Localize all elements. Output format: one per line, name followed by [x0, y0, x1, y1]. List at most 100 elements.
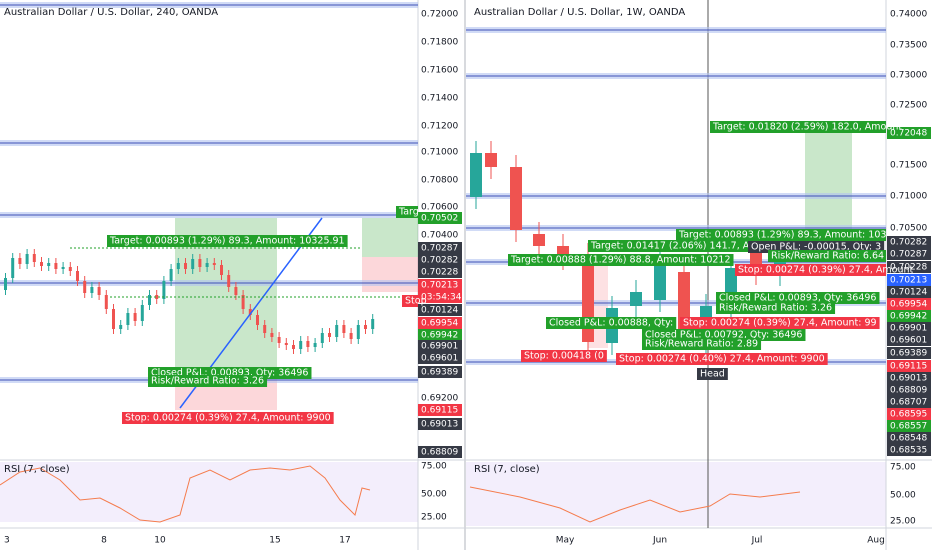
- position-zone: [805, 133, 852, 229]
- order-label: Stop: 0.00274 (0.39%) 27.4, Amount: [738, 265, 914, 276]
- price-label: 0.69115: [890, 362, 927, 372]
- order-label: Risk/Reward Ratio: 3.26: [719, 303, 832, 314]
- price-tag: [418, 329, 462, 341]
- price-label: 0.70213: [890, 276, 927, 286]
- price-tag: [418, 291, 462, 303]
- time-label: 8: [101, 536, 107, 546]
- rsi-tick: 50.00: [890, 491, 916, 501]
- price-tag: [887, 420, 931, 432]
- price-label: 0.70228: [890, 263, 927, 273]
- candle: [104, 295, 108, 309]
- price-tag: [887, 127, 931, 139]
- price-tag: [418, 404, 462, 416]
- time-label: 15: [269, 536, 280, 546]
- order-label: Target: 0.01820 (2.59%) 182.0, Amount: [712, 122, 902, 133]
- candle: [356, 325, 360, 339]
- candle: [630, 292, 642, 306]
- rsi-line: [469, 486, 801, 523]
- rsi-label: RSI (7, close): [4, 464, 70, 475]
- price-label: 0.69942: [890, 312, 927, 322]
- price-tag: [887, 444, 931, 456]
- price-label: 0.71400: [421, 94, 458, 104]
- price-label: 0.68809: [421, 448, 458, 458]
- price-tag: [887, 310, 931, 322]
- candle: [155, 295, 159, 299]
- order-box: [716, 292, 880, 304]
- price-tag: [887, 322, 931, 334]
- price-tag: [887, 286, 931, 298]
- order-box: [735, 264, 886, 276]
- candle: [18, 258, 22, 264]
- order-box: [508, 254, 734, 266]
- candle: [140, 305, 144, 321]
- price-label: 03:54:34: [421, 293, 462, 303]
- candle: [76, 271, 79, 281]
- candle: [485, 153, 497, 167]
- price-label: 0.70282: [890, 238, 927, 248]
- candle: [54, 263, 58, 269]
- price-tag: [887, 384, 931, 396]
- price-tag: [418, 340, 462, 352]
- price-label: 0.69389: [890, 349, 927, 359]
- rsi-band-left: [0, 462, 418, 522]
- candle: [533, 234, 545, 246]
- price-label: 0.73500: [890, 41, 927, 51]
- candle: [654, 262, 666, 300]
- price-label: 0.72000: [421, 10, 458, 20]
- rsi-tick: 75.00: [421, 462, 447, 472]
- price-label: 0.72500: [890, 101, 927, 111]
- order-box: [402, 295, 418, 307]
- candle: [320, 333, 324, 343]
- price-label: 0.72048: [890, 129, 927, 139]
- order-label: Target: 0.01417 (2.06%) 141.7, Amount: [590, 241, 780, 252]
- candle: [335, 325, 339, 337]
- price-tag: [418, 446, 462, 458]
- order-box: [546, 317, 677, 329]
- price-label: 0.70400: [421, 231, 458, 241]
- price-label: 0.69942: [421, 331, 458, 341]
- price-tag: [418, 266, 462, 278]
- price-tag: [887, 360, 931, 372]
- price-label: 0.70282: [421, 256, 458, 266]
- order-box: [521, 350, 607, 362]
- order-label: Closed P&L: 0.00792, Qty: 36496: [645, 330, 802, 341]
- candle: [205, 263, 209, 267]
- price-label: 0.70124: [890, 288, 927, 298]
- price-label: 0.68548: [890, 434, 927, 444]
- price-label: 0.70502: [421, 214, 458, 224]
- price-label: 0.69954: [890, 300, 927, 310]
- price-tag: [887, 248, 931, 260]
- price-label: 0.71500: [890, 161, 927, 171]
- price-tag: [887, 274, 931, 286]
- price-label: 0.69601: [421, 354, 458, 364]
- price-tag: [887, 396, 931, 408]
- price-tag: [887, 298, 931, 310]
- order-label: Risk/Reward Ratio: 2.89: [645, 339, 758, 350]
- price-label: 0.68557: [890, 422, 927, 432]
- candle: [198, 259, 202, 267]
- price-label: 0.70500: [890, 224, 927, 234]
- candle: [25, 254, 29, 264]
- candle: [220, 265, 223, 275]
- order-box: [710, 121, 886, 133]
- price-label: 0.69013: [890, 374, 927, 384]
- candle: [90, 287, 94, 293]
- price-label: 0.70213: [421, 281, 458, 291]
- order-box: [107, 235, 348, 247]
- candle: [270, 333, 274, 337]
- price-label: 0.71600: [421, 66, 458, 76]
- order-box: [396, 206, 418, 218]
- price-tag: [418, 212, 462, 224]
- price-label: 0.70228: [421, 268, 458, 278]
- price-label: 0.70287: [421, 244, 458, 254]
- time-label: Jun: [652, 536, 667, 546]
- candle: [349, 333, 353, 339]
- candle: [328, 333, 331, 337]
- candle: [169, 269, 173, 281]
- order-label: Stop: 0.00274 (0.39%) 27.4, Amount: 9900: [125, 413, 331, 424]
- order-label: Stop: 0.00418 (0: [524, 351, 604, 362]
- position-zone: [362, 257, 418, 292]
- candle: [510, 167, 522, 230]
- candle: [241, 295, 245, 309]
- order-label: Risk/Reward Ratio: 6.64: [771, 251, 884, 262]
